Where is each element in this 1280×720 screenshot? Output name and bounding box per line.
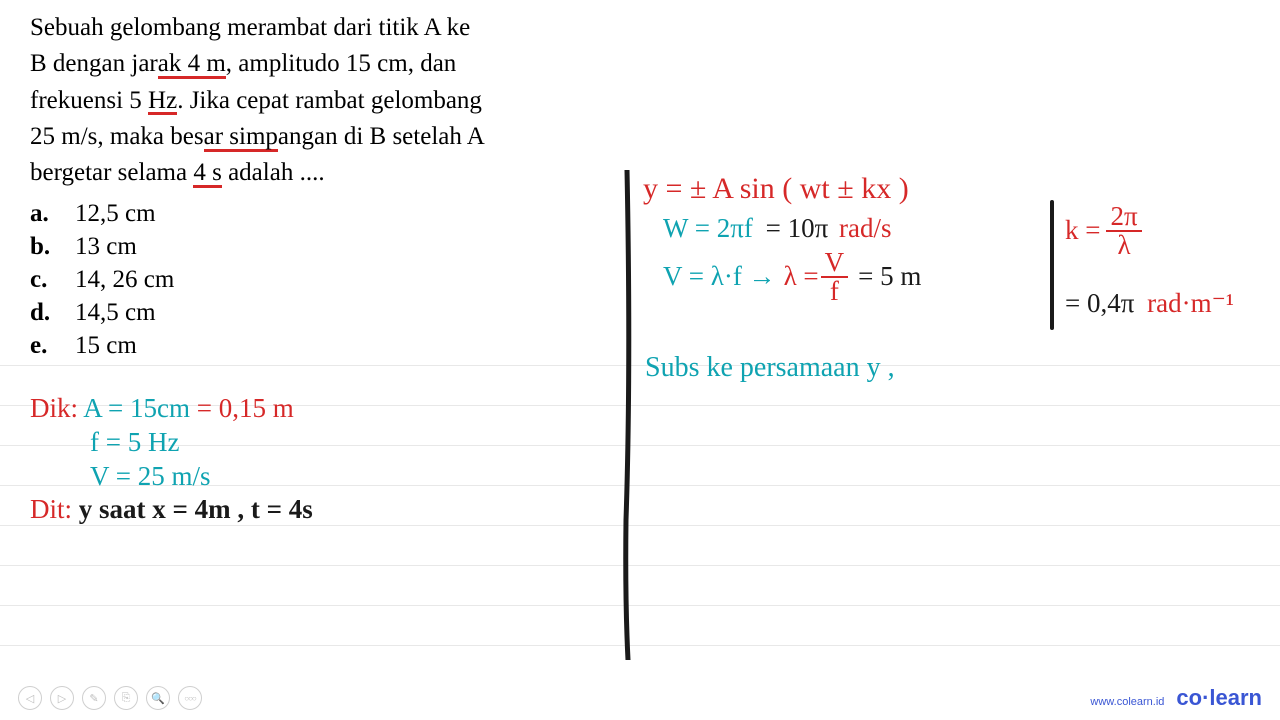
dik-a2: = 0,15 m [197, 393, 294, 423]
dit-label: Dit: [30, 494, 72, 524]
opt-d-letter: d. [30, 299, 75, 327]
brand-url: www.colearn.id [1090, 696, 1164, 708]
vertical-divider [623, 170, 633, 660]
q-l3a: frekuensi 5 [30, 87, 148, 114]
q-l2a: B dengan jar [30, 50, 158, 77]
k-den: λ [1114, 232, 1135, 259]
dik-v: V = 25 m/s [90, 461, 211, 491]
dik-f: f = 5 Hz [90, 427, 179, 457]
opt-d-text: 14,5 cm [75, 299, 156, 327]
k-unit: rad·m⁻¹ [1147, 288, 1234, 318]
w-eq-b: = 10π [766, 213, 829, 243]
q-l4u: ar simp [204, 125, 278, 152]
q-l5a: bergetar selama [30, 159, 193, 186]
v-eq: V = λ·f → [663, 260, 776, 294]
question-text: Sebuah gelombang merambat dari titik A k… [30, 10, 600, 191]
opt-b-text: 13 cm [75, 233, 137, 261]
q-l4b: angan di B setelah A [278, 123, 485, 150]
brand-logo: co·learn [1176, 685, 1262, 711]
answer-options: a.12,5 cm b.13 cm c.14, 26 cm d.14,5 cm … [30, 200, 174, 365]
opt-b-letter: b. [30, 233, 75, 261]
opt-e-text: 15 cm [75, 332, 137, 360]
subs-line: Subs ke persamaan y , [645, 350, 895, 385]
k-num: 2π [1106, 203, 1141, 232]
given-block: Dik: A = 15cm = 0,15 m f = 5 Hz V = 25 m… [30, 392, 313, 527]
side-divider [1050, 200, 1054, 330]
bottom-toolbar: ◁ ▷ ✎ ⎘ 🔍 ○○○ www.colearn.id co·learn [0, 676, 1280, 720]
opt-c-text: 14, 26 cm [75, 266, 174, 294]
frac-den: f [826, 278, 843, 305]
pen-icon[interactable]: ✎ [82, 686, 106, 710]
q-l3u: Hz [148, 89, 177, 116]
lam-eq: λ = [784, 260, 819, 294]
k-eq: k = [1065, 214, 1100, 248]
q-l2b: , amplitudo 15 cm, dan [226, 50, 457, 77]
lam-val: = 5 m [858, 260, 921, 294]
w-eq-a: W = 2πf [663, 213, 753, 243]
opt-c-letter: c. [30, 266, 75, 294]
opt-e-letter: e. [30, 332, 75, 360]
opt-a-letter: a. [30, 200, 75, 228]
more-icon[interactable]: ○○○ [178, 686, 202, 710]
dik-label: Dik: [30, 393, 78, 423]
prev-icon[interactable]: ◁ [18, 686, 42, 710]
copy-icon[interactable]: ⎘ [114, 686, 138, 710]
toolbar-buttons: ◁ ▷ ✎ ⎘ 🔍 ○○○ [18, 686, 202, 710]
y-equation: y = ± A sin ( wt ± kx ) [643, 170, 921, 208]
dik-a1: A = 15cm [83, 393, 190, 423]
q-l5b: adalah .... [222, 159, 325, 186]
w-unit: rad/s [839, 213, 891, 243]
lam-frac: V f [821, 249, 849, 305]
q-l1: Sebuah gelombang merambat dari titik A k… [30, 14, 470, 41]
k-val: = 0,4π [1065, 288, 1134, 318]
q-l2u: ak 4 m [158, 52, 226, 79]
next-icon[interactable]: ▷ [50, 686, 74, 710]
dit-body: y saat x = 4m , t = 4s [79, 494, 313, 524]
q-l4a: 25 m/s, maka bes [30, 123, 204, 150]
zoom-icon[interactable]: 🔍 [146, 686, 170, 710]
branding: www.colearn.id co·learn [1090, 685, 1262, 711]
frac-num: V [821, 249, 849, 278]
q-l5u: 4 s [193, 161, 221, 188]
k-block: k = 2π λ = 0,4π rad·m⁻¹ [1065, 203, 1234, 321]
q-l3b: . Jika cepat rambat gelombang [177, 87, 482, 114]
work-block: y = ± A sin ( wt ± kx ) W = 2πf = 10π ra… [643, 170, 921, 305]
k-frac: 2π λ [1106, 203, 1141, 259]
opt-a-text: 12,5 cm [75, 200, 156, 228]
